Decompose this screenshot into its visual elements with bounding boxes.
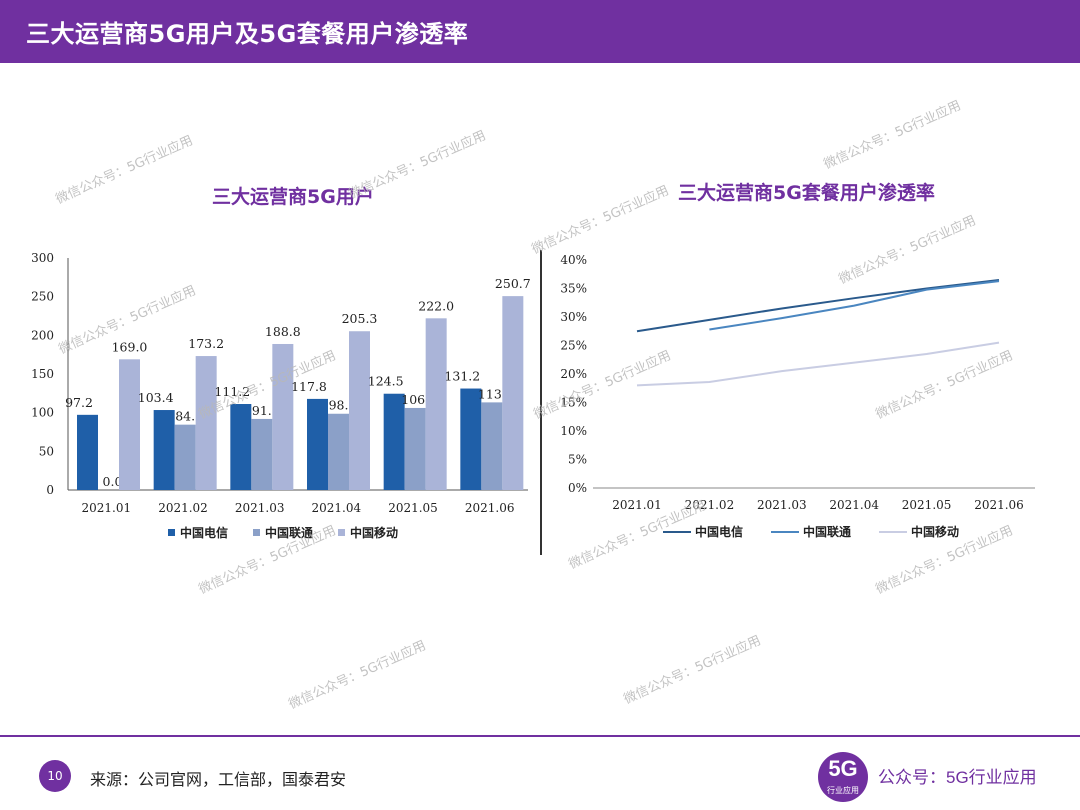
bar-chart-title: 三大运营商5G用户 [212,186,374,208]
y-tick-label: 10% [560,424,587,438]
series-line [636,341,1000,387]
watermark: 微信公众号：5G行业应用 [53,133,196,208]
bar [404,407,426,490]
bar [195,356,217,490]
bar [251,418,273,490]
y-tick-label: 50 [39,444,54,458]
x-tick-label: 2021.03 [235,501,285,515]
legend-label: 中国电信 [695,524,743,539]
x-tick-label: 2021.02 [158,501,208,515]
y-tick-label: 35% [560,282,587,296]
y-tick-label: 0% [568,481,587,495]
bar-data-label: 205.3 [342,311,378,326]
title-bar: 三大运营商5G用户及5G套餐用户渗透率 [0,0,1080,63]
x-tick-label: 2021.04 [312,501,362,515]
x-tick-label: 2021.06 [974,498,1024,512]
brand-logo: 5G 行业应用 [818,752,868,802]
y-tick-label: 15% [560,396,587,410]
bar-data-label: 188.8 [265,324,301,339]
y-tick-label: 150 [31,367,54,381]
legend-label: 中国电信 [180,525,228,540]
watermark: 微信公众号：5G行业应用 [286,638,429,713]
bar [481,402,503,490]
bar [272,343,294,490]
x-tick-label: 2021.05 [902,498,952,512]
bar-data-label: 169.0 [112,339,148,354]
watermark: 微信公众号：5G行业应用 [346,128,489,203]
logo-5g-text: 5G [828,756,858,781]
y-tick-label: 5% [568,453,587,467]
bar-data-label: 250.7 [495,276,531,291]
bar [307,398,328,490]
page-title: 三大运营商5G用户及5G套餐用户渗透率 [26,20,469,48]
bar [383,393,405,490]
x-tick-label: 2021.06 [465,501,515,515]
bar [349,331,370,490]
watermark: 微信公众号：5G行业应用 [821,98,964,173]
y-tick-label: 25% [560,339,587,353]
legend-swatch [253,529,260,536]
bar [119,359,140,490]
series-line [636,278,1000,333]
footer-divider [0,735,1080,737]
bar [230,404,252,490]
bar [425,318,447,490]
bar-data-label: 103.4 [138,390,174,405]
legend-label: 中国联通 [265,525,313,540]
x-tick-label: 2021.01 [82,501,132,515]
line-chart: 0% 5% 10% 15% 20% 25% 30% 35% 40% 2021.01 2021.02 2… [560,253,1035,539]
y-tick-label: 200 [31,328,54,342]
bar-data-label: 117.8 [291,379,327,394]
x-tick-label: 2021.04 [829,498,879,512]
x-tick-label: 2021.05 [388,501,438,515]
legend-label: 中国移动 [350,525,398,540]
bar-data-label: 222.0 [418,298,454,313]
y-tick-label: 0 [46,483,54,497]
y-tick-label: 30% [560,310,587,324]
bar-data-label: 0.0 [103,474,123,489]
logo-subtitle: 行业应用 [827,786,859,795]
bar-chart: 0 50 100 150 200 250 300 97.2 0.0 169.0 2021.01 103… [31,251,531,540]
x-tick-label: 2021.03 [757,498,807,512]
bar [153,410,175,490]
y-tick-label: 250 [31,290,54,304]
bar [174,424,196,490]
bar-data-label: 124.5 [368,374,404,389]
series-line [709,280,1000,331]
legend-label: 中国联通 [803,524,851,539]
watermark: 微信公众号：5G行业应用 [621,633,764,708]
x-tick-label: 2021.02 [685,498,735,512]
y-tick-label: 300 [31,251,54,265]
legend-swatch [168,529,175,536]
page-number: 10 [39,760,71,792]
bar [77,414,98,490]
bar-data-label: 97.2 [65,395,93,410]
legend-label: 中国移动 [911,524,959,539]
bar [460,388,482,490]
x-tick-label: 2021.01 [612,498,662,512]
bar [502,296,524,490]
bar-data-label: 173.2 [188,336,224,351]
y-tick-label: 100 [31,406,54,420]
bar-data-label: 111.2 [214,384,250,399]
chart-divider [540,250,542,555]
legend-swatch [338,529,345,536]
y-tick-label: 20% [560,367,587,381]
bar [328,413,349,490]
y-tick-label: 40% [560,253,587,267]
source-note: 来源：公司官网，工信部，国泰君安 [90,772,347,789]
bar-data-label: 131.2 [444,369,480,384]
account-name: 公众号：5G行业应用 [878,768,1037,787]
line-chart-title: 三大运营商5G套餐用户渗透率 [678,182,935,204]
